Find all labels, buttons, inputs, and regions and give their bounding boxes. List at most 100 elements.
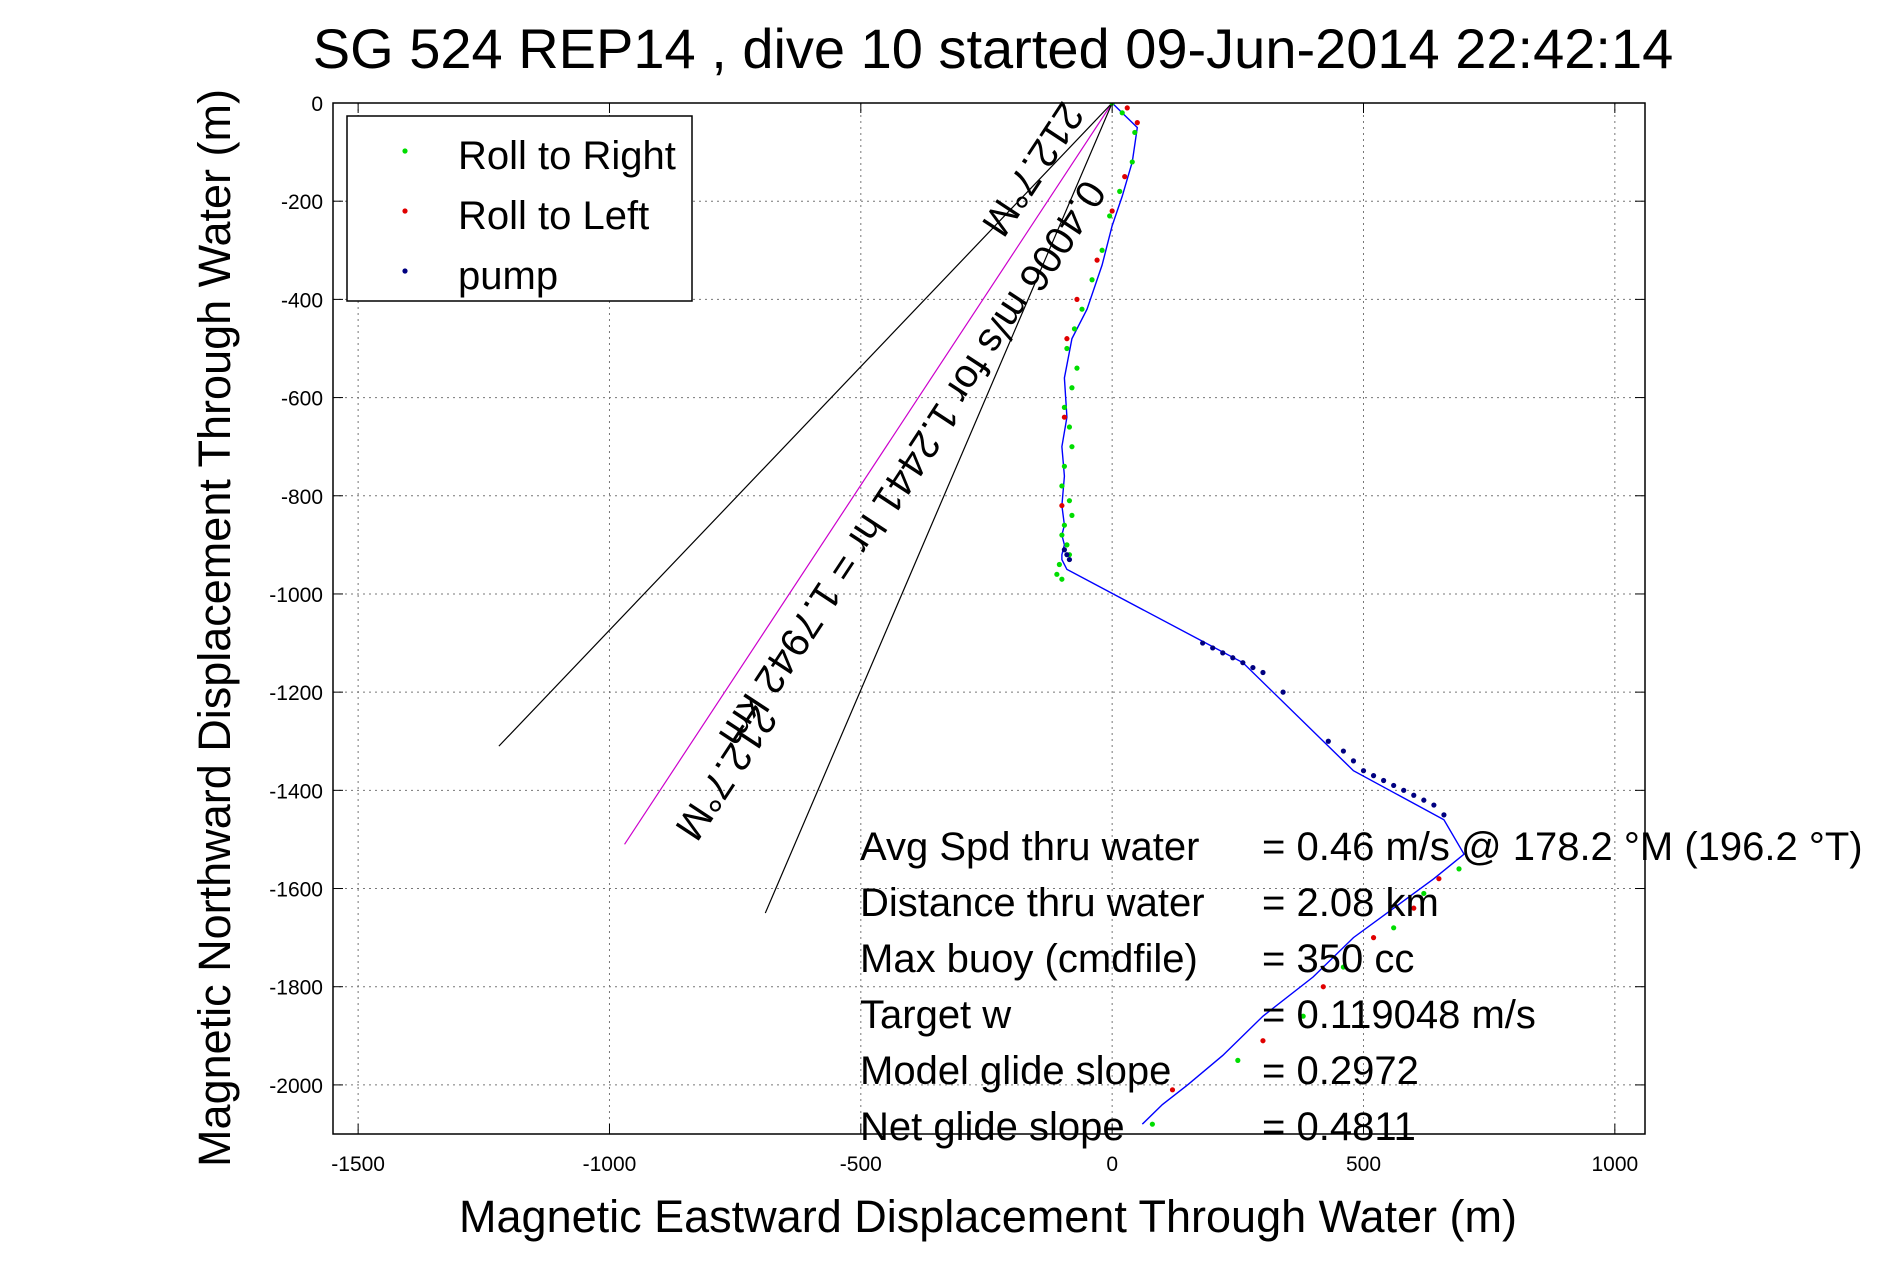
roll-to-left-point <box>1059 502 1065 509</box>
x-tick-label: -500 <box>840 1153 882 1176</box>
legend-marker <box>402 208 408 214</box>
cone-left-line <box>498 103 1113 747</box>
annotation-value: = 2.08 km <box>1262 881 1439 925</box>
roll-to-right-point <box>1064 345 1070 352</box>
pump-point <box>1421 797 1427 803</box>
legend-marker <box>402 268 408 274</box>
pump-point <box>1066 556 1073 563</box>
roll-to-left-point <box>1122 174 1128 180</box>
chart-title: SG 524 REP14 , dive 10 started 09-Jun-20… <box>313 17 1673 80</box>
roll-to-right-point <box>1300 1013 1306 1019</box>
y-tick-label: -1200 <box>269 682 323 705</box>
pump-point <box>1441 812 1447 818</box>
x-tick-label: 500 <box>1346 1153 1381 1176</box>
y-tick-label: -800 <box>281 486 323 509</box>
pump-point <box>1220 650 1226 656</box>
annotation-value: = 0.119048 m/s <box>1262 993 1536 1037</box>
roll-to-right-point <box>1054 571 1060 577</box>
roll-to-right-point <box>1235 1057 1241 1063</box>
roll-to-right-point <box>1071 326 1078 332</box>
roll-to-right-point <box>1132 129 1138 136</box>
x-axis-label: Magnetic Eastward Displacement Through W… <box>459 1191 1517 1242</box>
roll-to-left-point <box>1436 876 1442 882</box>
pump-point <box>1370 773 1377 779</box>
roll-to-right-point <box>1391 925 1397 931</box>
roll-to-left-point <box>1134 120 1140 126</box>
roll-to-left-point <box>1124 105 1130 111</box>
annotation-label: Target w <box>860 993 1011 1037</box>
annotation-label: Distance thru water <box>860 881 1205 925</box>
annotation-label: Net glide slope <box>860 1105 1125 1149</box>
pump-point <box>1381 777 1387 784</box>
annotation-value: = 0.4811 <box>1262 1105 1416 1149</box>
roll-to-right-point <box>1061 463 1068 469</box>
roll-to-left-point <box>1260 1038 1266 1044</box>
pump-point <box>1061 547 1068 553</box>
roll-to-right-point <box>1069 444 1075 450</box>
roll-to-right-point <box>1061 404 1068 410</box>
y-tick-label: -600 <box>281 388 323 411</box>
y-axis-label: Magnetic Northward Displacement Through … <box>189 89 240 1167</box>
roll-to-right-point <box>1059 483 1065 489</box>
annotation-label: Avg Spd thru water <box>860 825 1199 869</box>
legend-label: pump <box>458 254 558 298</box>
roll-to-left-point <box>1064 336 1070 342</box>
stats-annotations: Avg Spd thru water = 0.46 m/s @ 178.2 °M … <box>860 825 1863 1149</box>
y-tick-label: -1800 <box>269 977 323 1000</box>
pump-point <box>1064 552 1070 558</box>
pump-point <box>1240 660 1246 666</box>
roll-to-right-point <box>1089 277 1095 283</box>
roll-to-right-point <box>1119 110 1125 116</box>
annotation-value: = 0.2972 <box>1262 1049 1419 1093</box>
roll-to-right-point <box>1079 306 1085 312</box>
roll-to-right-point <box>1129 159 1135 165</box>
roll-to-right-point <box>1056 561 1062 568</box>
y-tick-label: 0 <box>311 93 323 116</box>
x-tick-label: 0 <box>1106 1153 1118 1176</box>
roll-to-right-point <box>1421 890 1427 897</box>
plot-area <box>498 103 1465 1127</box>
y-tick-label: -1400 <box>269 780 323 803</box>
heading-label: 0.4006 m/s for 1.2441 hr = 1.7942 km <box>710 172 1114 754</box>
pump-point <box>1280 689 1286 695</box>
roll-to-left-point <box>1411 905 1417 911</box>
pump-point <box>1401 787 1407 793</box>
pump-point <box>1210 645 1216 651</box>
roll-to-right-point <box>1069 385 1075 391</box>
roll-to-right-point <box>1061 522 1068 528</box>
roll-to-right-point <box>1069 512 1075 519</box>
rotated-labels: 212.7°M0.4006 m/s for 1.2441 hr = 1.7942… <box>666 95 1113 848</box>
pump-point <box>1431 802 1437 808</box>
reference-lines <box>498 103 1113 914</box>
y-tick-label: -1600 <box>269 879 323 902</box>
pump-point <box>1350 758 1357 764</box>
roll-to-right-point <box>1074 365 1080 371</box>
roll-to-left-point <box>1061 414 1068 420</box>
roll-to-right-point <box>1099 247 1105 253</box>
pump-point <box>1250 664 1256 671</box>
pump-point <box>1391 782 1397 789</box>
annotation-label: Model glide slope <box>860 1049 1171 1093</box>
roll-to-left-point <box>1109 208 1115 214</box>
heading-line <box>624 103 1113 845</box>
y-tick-label: -400 <box>281 289 323 312</box>
roll-to-right-point <box>1340 964 1346 970</box>
roll-to-right-point <box>1066 424 1073 430</box>
pump-point <box>1260 669 1266 676</box>
pump-point <box>1230 655 1236 661</box>
legend-label: Roll to Left <box>458 194 649 238</box>
roll-to-right-point <box>1059 576 1065 582</box>
legend-label: Roll to Right <box>458 134 676 178</box>
annotation-value: = 0.46 m/s @ 178.2 °M (196.2 °T) <box>1262 825 1863 869</box>
roll-to-right-point <box>1149 1121 1155 1127</box>
annotation-label: Max buoy (cmdfile) <box>860 937 1198 981</box>
annotation-value: = 350 cc <box>1262 937 1414 981</box>
axis-ticks: -1500 -1000 -500 0 500 1000 0 -200 -400 -600 -800 -… <box>269 93 1645 1176</box>
pump-point <box>1360 768 1367 774</box>
roll-to-left-point <box>1074 296 1080 302</box>
y-tick-label: -2000 <box>269 1075 323 1098</box>
x-tick-label: -1000 <box>583 1153 637 1176</box>
roll-to-right-point <box>1066 498 1073 504</box>
legend-marker <box>402 148 408 154</box>
